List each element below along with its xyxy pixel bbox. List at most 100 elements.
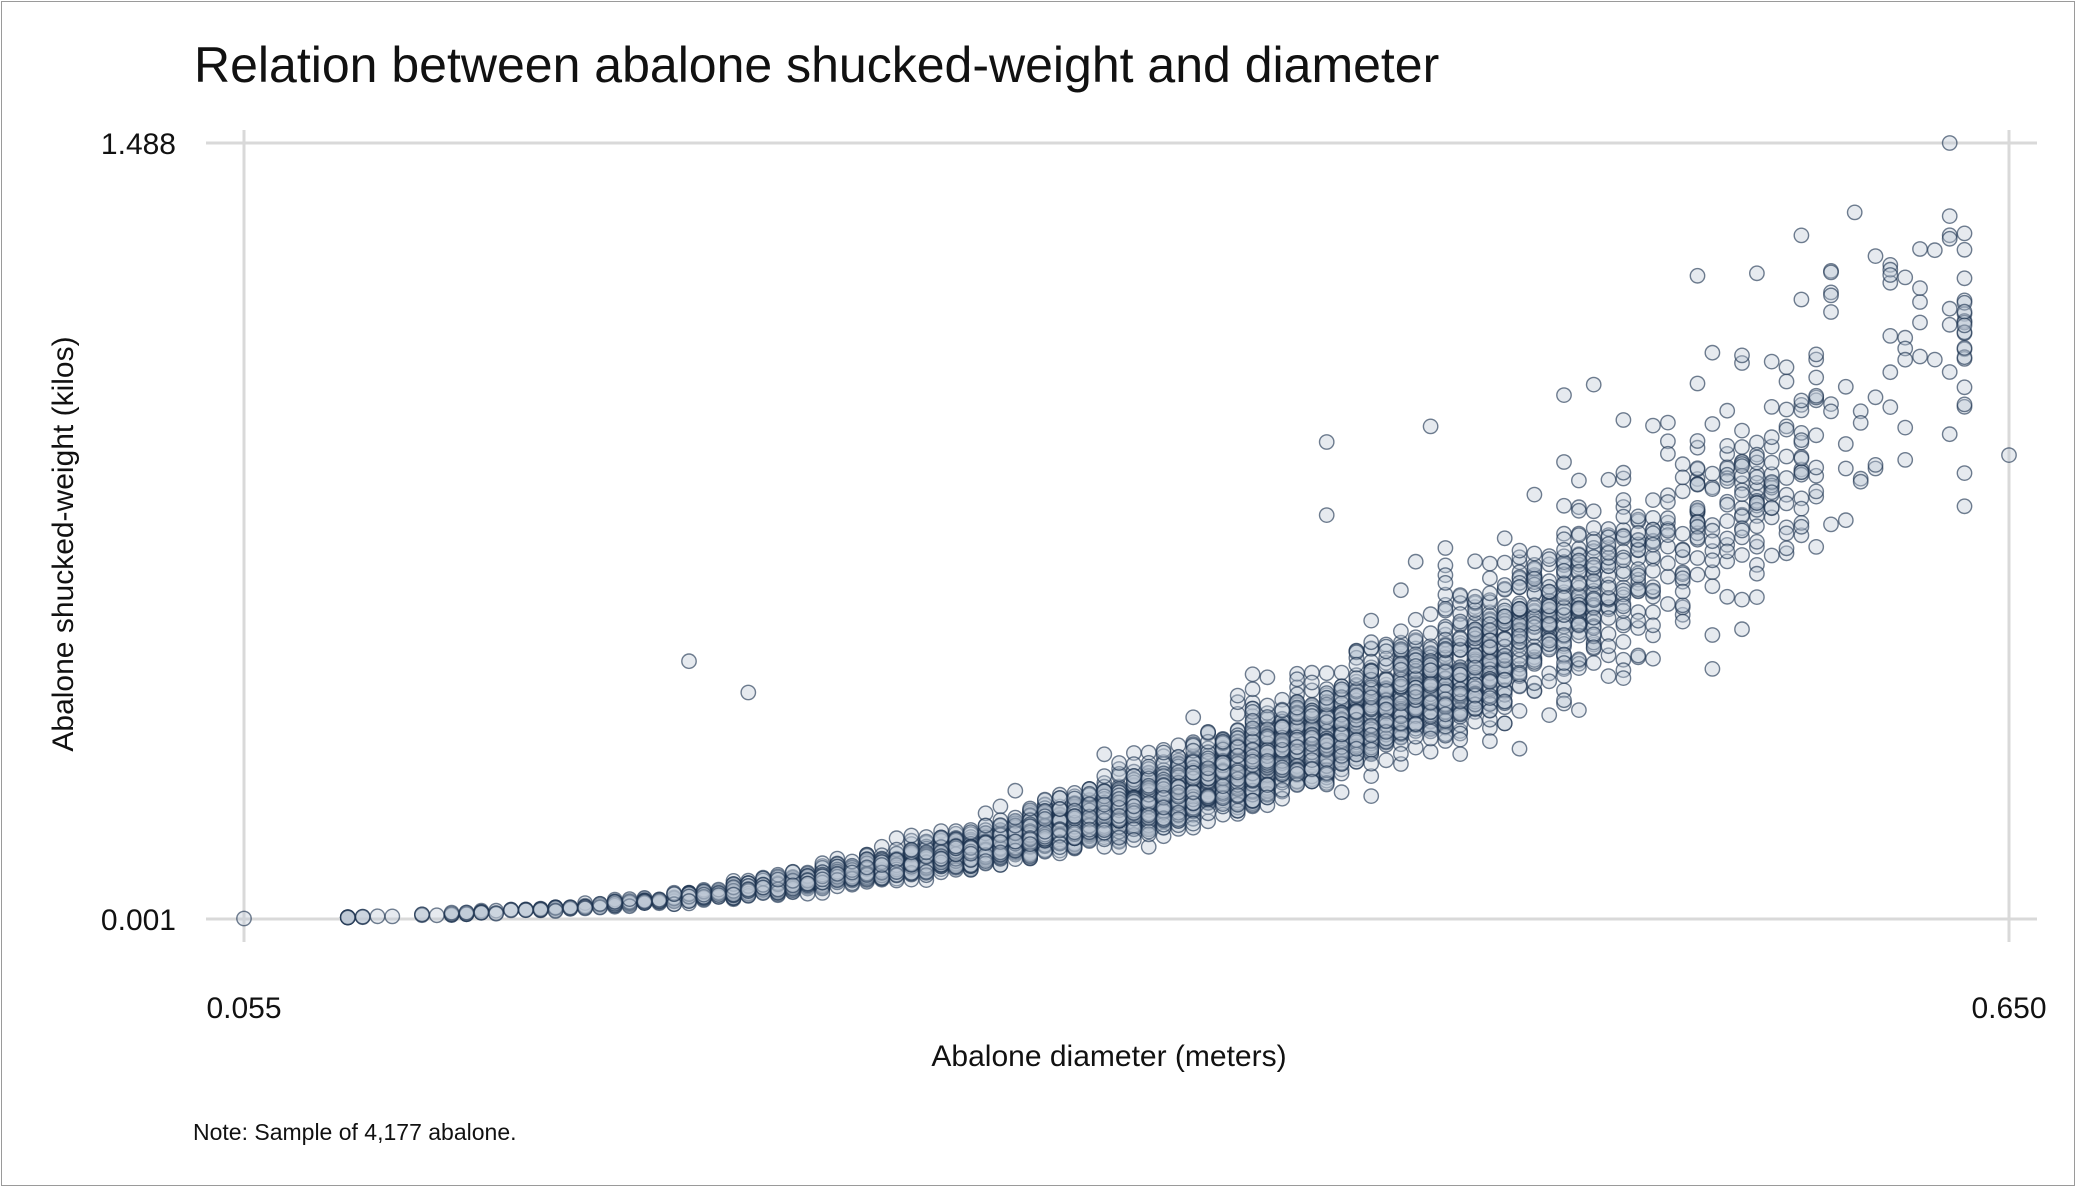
data-point xyxy=(1630,524,1647,541)
data-point xyxy=(1689,460,1706,477)
data-points xyxy=(236,135,2017,927)
data-point xyxy=(992,817,1009,834)
data-point xyxy=(1808,346,1825,363)
data-point xyxy=(918,864,935,880)
data-point xyxy=(1793,291,1810,308)
data-point xyxy=(1526,597,1543,614)
data-point xyxy=(1600,579,1617,596)
data-point xyxy=(1645,492,1661,508)
data-point xyxy=(1941,364,1958,380)
data-point xyxy=(1615,492,1632,508)
data-point xyxy=(1763,484,1780,501)
data-point xyxy=(1274,702,1291,719)
data-point xyxy=(1096,746,1113,763)
data-point xyxy=(1778,525,1795,542)
data-point xyxy=(1852,414,1869,431)
data-point xyxy=(1422,625,1439,642)
data-point xyxy=(1511,628,1528,644)
data-point xyxy=(1363,788,1380,804)
data-point xyxy=(428,907,445,924)
data-point xyxy=(918,844,935,861)
data-point xyxy=(1867,456,1884,473)
data-point xyxy=(666,886,682,902)
data-point xyxy=(1348,687,1365,704)
data-point xyxy=(1556,668,1572,684)
data-point xyxy=(1348,670,1365,687)
data-point xyxy=(1912,280,1928,296)
data-point xyxy=(1393,676,1409,692)
data-point xyxy=(1126,832,1142,848)
data-point xyxy=(1556,454,1572,470)
data-point xyxy=(1496,652,1513,669)
data-point xyxy=(1333,664,1350,681)
data-point xyxy=(1482,639,1498,655)
data-point xyxy=(1541,551,1558,567)
data-point xyxy=(1571,702,1587,718)
data-point xyxy=(1600,668,1617,684)
data-point xyxy=(1452,613,1469,630)
data-point xyxy=(1867,248,1884,265)
data-point xyxy=(1140,777,1157,794)
data-point xyxy=(1511,740,1528,757)
data-point xyxy=(414,906,430,923)
data-point xyxy=(1081,821,1098,838)
data-point xyxy=(1482,673,1498,690)
data-point xyxy=(1778,495,1795,512)
data-point xyxy=(1407,683,1424,700)
data-point xyxy=(1244,792,1261,809)
data-point xyxy=(1422,730,1439,747)
data-point xyxy=(903,841,920,858)
data-point xyxy=(1793,464,1810,480)
data-point xyxy=(1541,616,1558,632)
data-point xyxy=(1437,601,1454,617)
data-point xyxy=(1511,601,1528,617)
data-point xyxy=(1615,412,1632,428)
data-point xyxy=(1630,581,1647,598)
data-point xyxy=(1734,547,1750,563)
data-point xyxy=(1155,744,1172,761)
data-point xyxy=(1763,547,1780,564)
data-point xyxy=(1096,822,1113,839)
data-point xyxy=(888,864,905,880)
data-point xyxy=(1111,755,1128,771)
data-point xyxy=(681,893,697,909)
data-point xyxy=(1704,517,1721,533)
data-point xyxy=(1126,798,1142,815)
data-point xyxy=(1630,612,1647,629)
data-point xyxy=(1526,643,1543,660)
grid-lines xyxy=(206,130,2037,942)
data-point xyxy=(1689,476,1706,493)
data-point xyxy=(829,865,846,882)
data-point xyxy=(1585,639,1602,656)
data-point xyxy=(1541,636,1558,653)
data-point xyxy=(1778,540,1795,557)
data-point xyxy=(1170,811,1187,828)
data-point xyxy=(1571,527,1587,543)
data-point xyxy=(1111,829,1128,846)
data-point xyxy=(1363,755,1380,772)
data-point xyxy=(1808,369,1825,386)
data-point xyxy=(1571,651,1587,668)
data-point xyxy=(1645,582,1661,599)
data-point xyxy=(1956,270,1973,287)
data-point xyxy=(1956,340,1973,356)
data-point xyxy=(1541,673,1558,690)
data-point xyxy=(1200,788,1217,805)
data-point xyxy=(1585,520,1602,536)
data-point xyxy=(992,798,1009,815)
data-point xyxy=(977,853,994,869)
data-point xyxy=(1081,796,1098,813)
data-point xyxy=(1170,749,1187,765)
data-point xyxy=(1259,753,1276,769)
data-point xyxy=(1526,545,1543,562)
data-point xyxy=(1244,681,1261,698)
data-point xyxy=(1496,671,1513,688)
data-point xyxy=(1630,508,1647,525)
data-point xyxy=(814,871,831,888)
data-point xyxy=(1185,815,1202,832)
data-point xyxy=(1333,726,1350,743)
data-point xyxy=(1689,375,1706,392)
data-point xyxy=(1259,669,1276,686)
data-point xyxy=(1378,643,1395,660)
data-point xyxy=(1393,695,1409,712)
